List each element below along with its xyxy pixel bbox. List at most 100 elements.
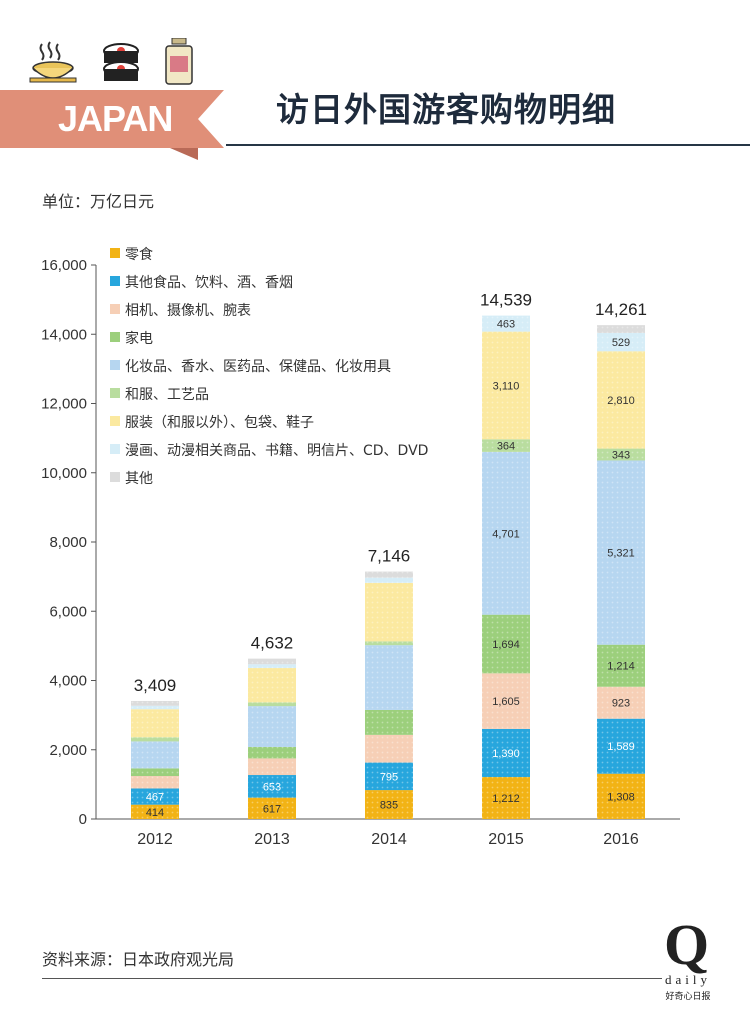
legend-label: 和服、工艺品: [125, 387, 209, 403]
y-tick-label: 12,000: [41, 396, 87, 413]
bar-segment-texture: [248, 746, 296, 759]
legend-swatch: [110, 360, 120, 370]
bar-value-label: 4,701: [492, 528, 520, 540]
bar-total-label: 7,146: [368, 547, 411, 566]
bar-segment-texture: [482, 614, 530, 674]
legend-label: 化妆品、香水、医药品、保健品、化妆用具: [125, 359, 391, 375]
bar-segment-texture: [482, 673, 530, 729]
bar-value-label: 923: [612, 698, 630, 710]
bar-segment-texture: [248, 658, 296, 665]
title-banner: [0, 90, 198, 148]
bar-value-label: 1,214: [607, 661, 635, 673]
stacked-bar-chart: 0 2,000 4,000 6,000 8,000 10,000 12,000 14,000 1…: [41, 246, 680, 848]
bar-value-label: 617: [263, 803, 281, 815]
bar-segment-texture: [482, 728, 530, 778]
source-label: 资料来源：日本政府观光局: [42, 950, 235, 969]
bar-segment-texture: [131, 788, 179, 805]
bar-value-label: 467: [146, 792, 164, 804]
bar-segment-texture: [597, 644, 645, 687]
bar-segment-texture: [597, 325, 645, 333]
banner-fold: [198, 90, 224, 148]
banner-shadow: [170, 148, 198, 160]
bar-segment-texture: [131, 776, 179, 789]
y-tick-label: 6,000: [49, 603, 87, 620]
logo-subtitle: 好奇心日报: [665, 992, 711, 1002]
bar-segment-texture: [365, 734, 413, 763]
bar-value-label: 414: [146, 807, 164, 819]
bar-segment-texture: [482, 777, 530, 819]
bar-segment-texture: [482, 451, 530, 615]
legend-label: 相机、摄像机、腕表: [125, 303, 251, 319]
bar-value-label: 795: [380, 771, 398, 783]
x-tick-label: 2016: [603, 831, 639, 848]
bar-value-label: 835: [380, 800, 398, 812]
bar-segment-texture: [597, 773, 645, 819]
bar-segment-texture: [365, 790, 413, 819]
bar-value-label: 653: [263, 781, 281, 793]
bar-value-label: 463: [497, 319, 515, 331]
bar-segment-texture: [131, 804, 179, 819]
legend-label: 其他: [125, 471, 153, 487]
bar-segment-texture: [365, 762, 413, 791]
bar-segment-texture: [365, 641, 413, 646]
y-tick-label: 8,000: [49, 534, 87, 551]
legend-label: 其他食品、饮料、酒、香烟: [125, 274, 293, 291]
bar-segment-texture: [365, 582, 413, 642]
bar-total-label: 4,632: [251, 634, 294, 653]
bar-segment-texture: [597, 332, 645, 352]
bar-segment-texture: [248, 797, 296, 819]
y-tick-label: 4,000: [49, 673, 87, 690]
bar-value-label: 529: [612, 337, 630, 349]
milk-bottle-icon: [165, 38, 193, 85]
bar-value-label: 1,694: [492, 639, 520, 651]
bar-value-label: 343: [612, 450, 630, 462]
legend-swatch: [110, 304, 120, 314]
legend-swatch: [110, 248, 120, 258]
x-tick-label: 2015: [488, 831, 524, 848]
legend-label: 漫画、动漫相关商品、书籍、明信片、CD、DVD: [125, 442, 428, 459]
bar-value-label: 364: [497, 441, 515, 453]
bar-value-label: 1,605: [492, 696, 520, 708]
bar-segment-texture: [131, 709, 179, 738]
banner-text: JAPAN: [58, 98, 173, 139]
bar-segment-texture: [248, 702, 296, 707]
bar-segment-texture: [597, 351, 645, 449]
bar-segment-texture: [248, 758, 296, 776]
legend-label: 家电: [125, 330, 153, 347]
logo-letter: Q: [664, 912, 710, 977]
bar-total-label: 3,409: [134, 676, 177, 695]
bar-segment-texture: [248, 664, 296, 669]
bar-value-label: 5,321: [607, 548, 635, 560]
bar-value-label: 1,589: [607, 741, 635, 753]
bar-value-label: 1,308: [607, 791, 635, 803]
sushi-roll-icon: [103, 43, 139, 81]
bar-segment-texture: [248, 775, 296, 798]
legend-label: 服装（和服以外）、包袋、鞋子: [125, 415, 314, 431]
page-title: 访日外国游客购物明细: [276, 90, 616, 129]
bar-segment-texture: [482, 439, 530, 452]
legend-swatch: [110, 472, 120, 482]
title-underline: [226, 144, 750, 146]
bar-value-label: 2,810: [607, 395, 635, 407]
bar-segment-texture: [131, 768, 179, 777]
unit-label: 单位：万亿日元: [42, 192, 155, 211]
legend-swatch: [110, 388, 120, 398]
bar-segment-texture: [597, 448, 645, 461]
bar-segment-texture: [597, 718, 645, 774]
y-tick-label: 14,000: [41, 326, 87, 343]
y-tick-label: 0: [79, 811, 87, 828]
x-tick-label: 2012: [137, 831, 173, 848]
noodles-bowl-icon: [29, 41, 77, 83]
bar-segment-texture: [248, 668, 296, 703]
bar-segment-texture: [131, 705, 179, 710]
bar-value-label: 1,212: [492, 793, 520, 805]
bar-segment-texture: [365, 709, 413, 735]
header: JAPAN 访日外国游客购物明细: [0, 0, 750, 170]
legend-swatch: [110, 416, 120, 426]
legend-swatch: [110, 276, 120, 286]
bar-segment-texture: [248, 706, 296, 747]
legend-swatch: [110, 332, 120, 342]
bar-total-label: 14,539: [480, 291, 532, 310]
y-tick-label: 10,000: [41, 465, 87, 482]
footer-divider: [42, 978, 662, 979]
